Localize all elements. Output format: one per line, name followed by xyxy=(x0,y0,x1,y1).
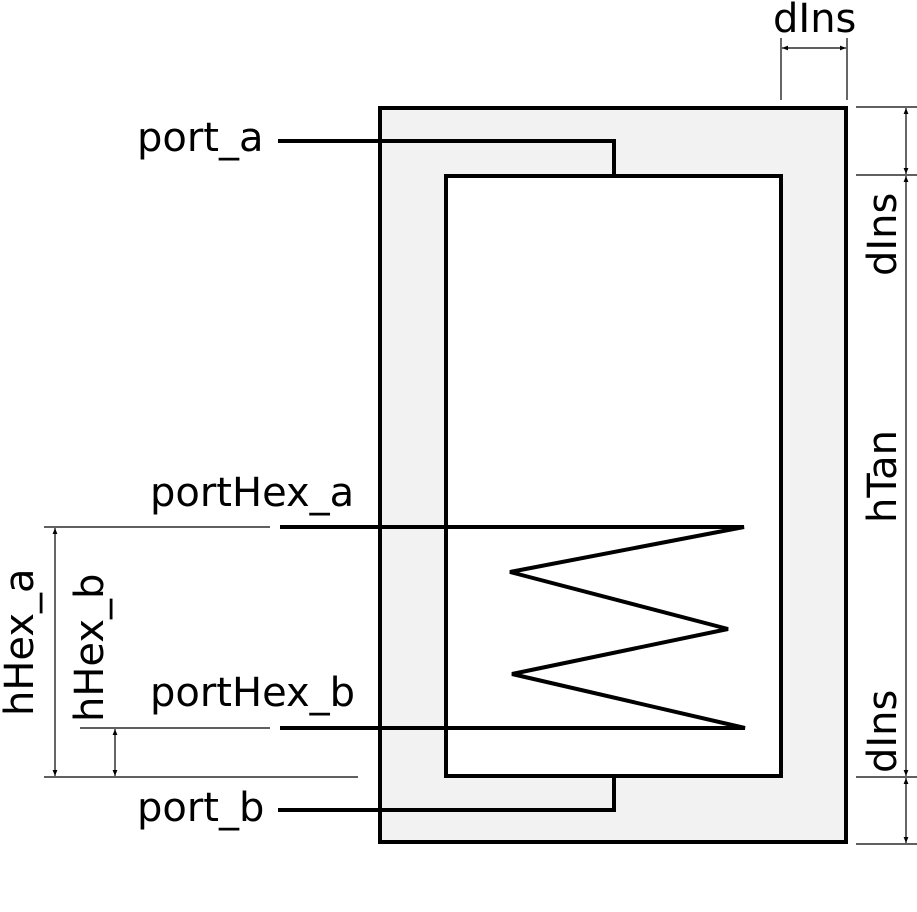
label-htan: hTan xyxy=(860,430,906,523)
label-hhex-a: hHex_a xyxy=(0,568,43,716)
port-b-pipe xyxy=(278,776,616,812)
label-porthex-b: portHex_b xyxy=(150,670,355,716)
label-port-b: port_b xyxy=(137,785,264,831)
label-porthex-a: portHex_a xyxy=(150,470,354,516)
port-a-pipe xyxy=(278,139,616,176)
label-dins-right-upper: dIns xyxy=(860,193,906,276)
label-port-a: port_a xyxy=(137,115,264,161)
label-hhex-b: hHex_b xyxy=(67,574,113,722)
tank-inner-rect xyxy=(444,174,783,778)
heat-exchanger-coil xyxy=(280,525,746,730)
label-dins-top: dIns xyxy=(773,0,856,42)
label-dins-right-lower: dIns xyxy=(860,690,906,773)
